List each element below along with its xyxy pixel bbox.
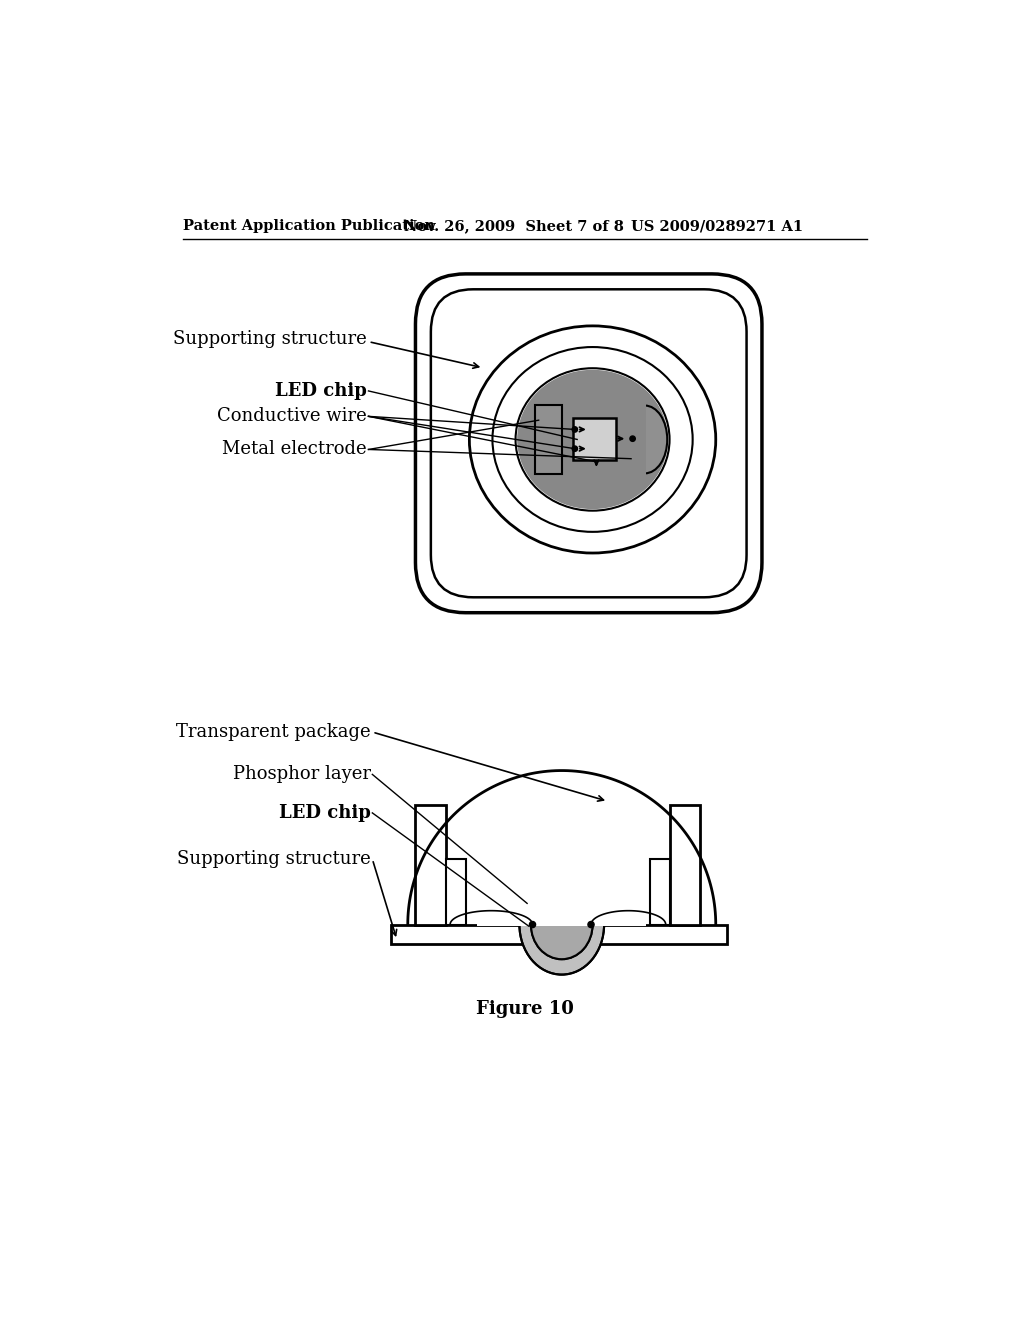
- Text: Nov. 26, 2009  Sheet 7 of 8: Nov. 26, 2009 Sheet 7 of 8: [403, 219, 624, 234]
- Ellipse shape: [493, 347, 692, 532]
- Text: Patent Application Publication: Patent Application Publication: [183, 219, 435, 234]
- Bar: [670, 805, 700, 924]
- Text: Supporting structure: Supporting structure: [173, 330, 367, 348]
- Ellipse shape: [517, 370, 668, 510]
- Circle shape: [529, 921, 536, 928]
- Text: Supporting structure: Supporting structure: [177, 850, 371, 869]
- Text: Figure 10: Figure 10: [476, 1001, 573, 1018]
- Text: Phosphor layer: Phosphor layer: [232, 766, 371, 783]
- Ellipse shape: [469, 326, 716, 553]
- Bar: [500, 887, 624, 925]
- Ellipse shape: [531, 890, 593, 960]
- Bar: [477, 869, 646, 927]
- Ellipse shape: [515, 368, 670, 511]
- Bar: [573, 418, 615, 461]
- Text: Metal electrode: Metal electrode: [222, 441, 367, 458]
- FancyBboxPatch shape: [416, 275, 762, 612]
- Circle shape: [588, 921, 594, 928]
- Bar: [608, 401, 646, 478]
- Bar: [650, 859, 670, 924]
- FancyBboxPatch shape: [431, 289, 746, 598]
- Bar: [531, 913, 593, 924]
- Ellipse shape: [531, 890, 593, 960]
- Bar: [500, 887, 624, 925]
- Circle shape: [572, 446, 578, 451]
- Ellipse shape: [519, 875, 604, 974]
- Circle shape: [572, 426, 578, 432]
- Ellipse shape: [623, 405, 668, 474]
- Text: LED chip: LED chip: [279, 804, 371, 822]
- Text: US 2009/0289271 A1: US 2009/0289271 A1: [631, 219, 803, 234]
- Text: Conductive wire: Conductive wire: [217, 408, 367, 425]
- Bar: [535, 405, 562, 474]
- Text: LED chip: LED chip: [275, 381, 367, 400]
- Bar: [391, 924, 727, 944]
- Bar: [446, 859, 466, 924]
- Circle shape: [630, 436, 635, 441]
- Text: Transparent package: Transparent package: [176, 723, 371, 741]
- Bar: [416, 805, 446, 924]
- Bar: [477, 869, 646, 927]
